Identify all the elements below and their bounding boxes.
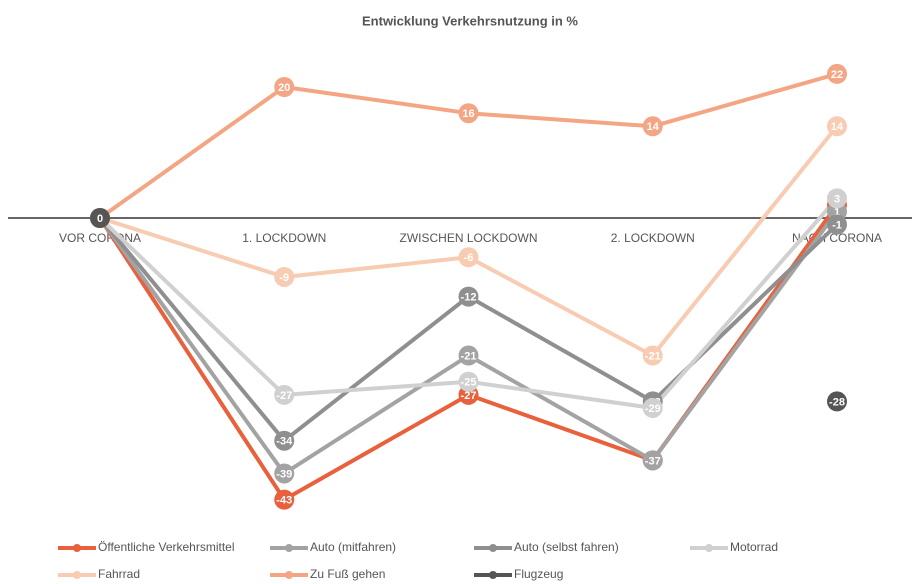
marker [642,345,663,366]
marker [274,489,295,510]
value-label: -1 [832,219,842,231]
marker [458,103,479,124]
value-label: 16 [462,108,474,120]
value-label: -29 [645,403,661,415]
value-label: 0 [97,213,103,225]
legend-dot [705,544,713,552]
legend-label: Flugzeug [514,567,563,581]
legend-dot [73,544,81,552]
marker [827,214,847,235]
value-label: -9 [279,272,289,284]
legend-dot [489,544,497,552]
value-label: -37 [645,455,661,467]
legend-label: Fahrrad [98,567,140,581]
legend-dot [285,544,293,552]
legend-label: Auto (mitfahren) [310,540,396,554]
marker [274,384,295,405]
legend-dot [489,571,497,579]
legend-label: Öffentliche Verkehrsmittel [98,540,235,554]
value-label: 1 [834,206,840,218]
value-label: -34 [276,436,293,448]
legend-label: Motorrad [730,540,778,554]
legend-dot [73,571,81,579]
marker [458,345,479,366]
x-tick-label: 2. LOCKDOWN [611,231,695,245]
chart-title: Entwicklung Verkehrsnutzung in % [362,13,578,28]
value-label: 22 [831,69,843,81]
value-label: 14 [831,121,844,133]
marker [90,208,110,228]
marker [274,430,295,451]
marker [827,391,847,412]
legend-label: Zu Fuß gehen [310,567,385,581]
marker [274,266,295,287]
marker [458,371,479,392]
marker [827,116,847,137]
marker [642,450,663,471]
value-label: -12 [461,292,477,304]
marker [827,63,847,84]
legend-label: Auto (selbst fahren) [514,540,619,554]
marker [642,397,663,418]
value-label: -27 [461,390,477,402]
series-line [98,71,838,220]
x-tick-label: ZWISCHEN LOCKDOWN [400,231,538,245]
legend-dot [285,571,293,579]
value-label: 20 [278,82,290,94]
x-tick-label: 1. LOCKDOWN [242,231,326,245]
value-label: -25 [461,377,477,389]
marker [642,116,663,137]
marker [458,247,479,268]
value-label: -28 [829,396,845,408]
value-label: -39 [276,468,292,480]
value-label: -6 [464,252,474,264]
value-label: -43 [276,495,292,507]
marker [274,463,295,484]
value-label: -21 [461,350,477,362]
value-label: -27 [276,390,292,402]
marker [458,286,479,307]
value-label: -21 [645,350,661,362]
marker [827,188,847,209]
value-label: 3 [834,193,840,205]
value-label: 14 [647,121,660,133]
marker [274,77,295,97]
